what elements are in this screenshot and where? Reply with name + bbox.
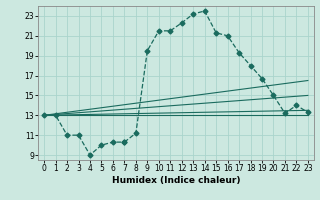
X-axis label: Humidex (Indice chaleur): Humidex (Indice chaleur): [112, 176, 240, 185]
